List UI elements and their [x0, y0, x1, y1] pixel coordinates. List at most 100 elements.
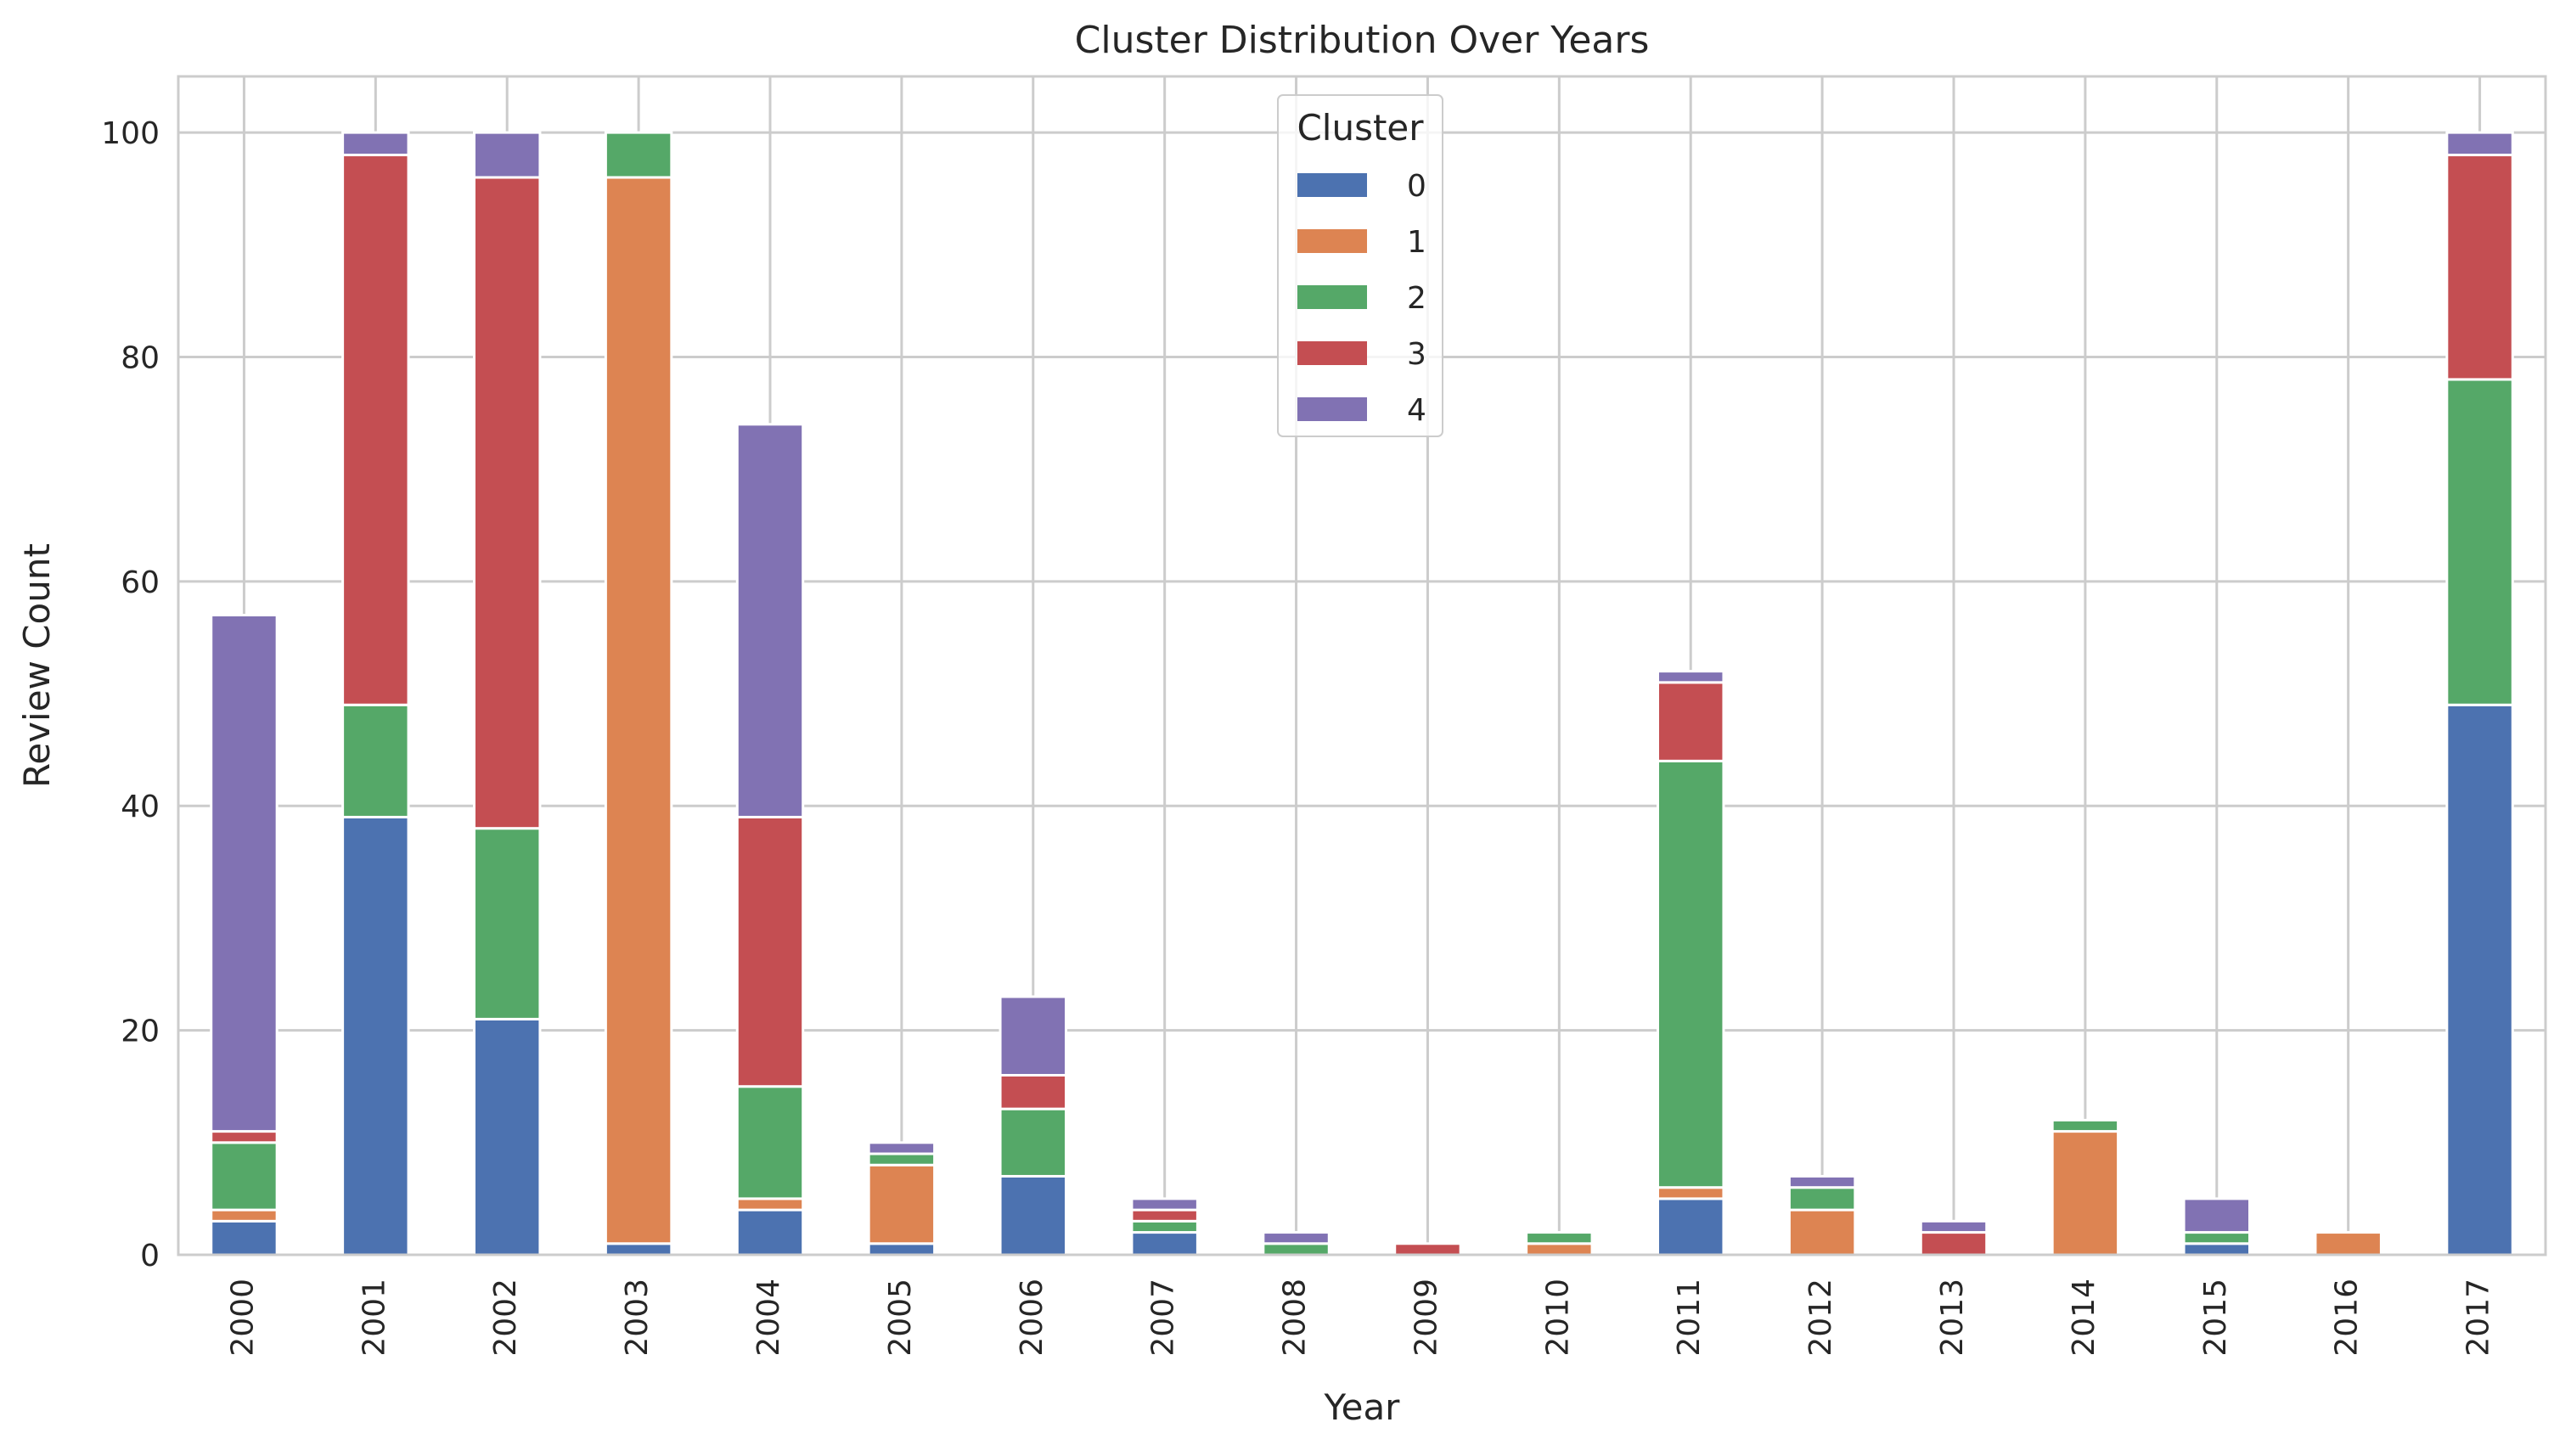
y-tick-label: 40: [121, 790, 160, 824]
chart-title: Cluster Distribution Over Years: [1075, 19, 1650, 62]
x-tick-label: 2015: [2198, 1279, 2233, 1357]
bar-segment: [1657, 670, 1725, 684]
legend-title: Cluster: [1297, 107, 1424, 149]
legend: Cluster 0 1 2 3 4: [1277, 94, 1443, 437]
bar-segment: [1657, 1186, 1725, 1200]
bar-segment: [210, 1208, 278, 1223]
bar-segment: [1262, 1242, 1331, 1256]
x-tick-label: 2017: [2461, 1279, 2496, 1357]
bars: [210, 131, 2514, 1256]
legend-label: 2: [1407, 281, 1426, 316]
bar-segment: [2182, 1231, 2252, 1245]
plot-frame: [177, 75, 2547, 1256]
x-tick-label: 2003: [620, 1279, 655, 1357]
bar-segment: [867, 1242, 937, 1256]
legend-label: 4: [1407, 393, 1426, 428]
bar-segment: [473, 131, 542, 179]
bar-segment: [1657, 1197, 1725, 1256]
y-tick-label: 0: [140, 1239, 160, 1273]
bar-segment: [1787, 1208, 1857, 1256]
bar-segment: [210, 1141, 278, 1211]
bar-segment: [341, 154, 410, 706]
bar-segment: [1262, 1231, 1331, 1245]
bar-segment: [2051, 1130, 2120, 1256]
bar-segment: [604, 176, 673, 1245]
bar-segment: [999, 995, 1067, 1077]
bar-segment: [1130, 1197, 1199, 1211]
bar-segment: [341, 703, 410, 818]
bar-segment: [604, 131, 673, 179]
bar-segment: [867, 1152, 937, 1166]
legend-label: 0: [1407, 169, 1426, 204]
legend-swatch: [1297, 397, 1367, 421]
bar-segment: [735, 423, 805, 818]
bar-segment: [210, 614, 278, 1133]
bar-segment: [210, 1219, 278, 1256]
x-tick-label: 2009: [1409, 1279, 1443, 1357]
bar-segment: [1525, 1242, 1594, 1256]
bar-segment: [2445, 131, 2514, 157]
bar-segment: [210, 1130, 278, 1144]
y-tick-label: 80: [121, 340, 160, 375]
bar-segment: [999, 1174, 1067, 1256]
x-tick-label: 2007: [1146, 1279, 1181, 1357]
x-tick-label: 2008: [1278, 1279, 1313, 1357]
bar-segment: [735, 1208, 805, 1256]
bar-segment: [1393, 1242, 1462, 1256]
bar-segment: [2182, 1197, 2252, 1234]
legend-swatch: [1297, 285, 1367, 309]
bar-segment: [341, 131, 410, 157]
legend-label: 1: [1407, 225, 1426, 260]
x-axis-label: Year: [1324, 1386, 1401, 1428]
bar-segment: [1787, 1174, 1857, 1189]
bar-segment: [1787, 1186, 1857, 1211]
x-tick-label: 2001: [357, 1279, 391, 1357]
x-tick-label: 2000: [225, 1279, 260, 1357]
x-tick-label: 2010: [1540, 1279, 1575, 1357]
x-tick-label: 2016: [2330, 1279, 2365, 1357]
bar-segment: [1919, 1231, 1989, 1256]
bar-segment: [1130, 1208, 1199, 1223]
bar-segment: [999, 1107, 1067, 1178]
bar-segment: [1919, 1219, 1989, 1234]
bar-segment: [604, 1242, 673, 1256]
bar-segment: [1525, 1231, 1594, 1245]
bar-segment: [2051, 1118, 2120, 1133]
bar-segment: [999, 1073, 1067, 1110]
bar-segment: [2445, 378, 2514, 706]
x-tick-label: 2005: [883, 1279, 918, 1357]
y-tick-labels: 0 20 40 60 80 100: [101, 116, 160, 1273]
bar-segment: [2182, 1242, 2252, 1256]
bar-segment: [1130, 1219, 1199, 1234]
bar-segment: [867, 1163, 937, 1245]
bar-segment: [2314, 1231, 2383, 1256]
x-tick-label: 2006: [1015, 1279, 1049, 1357]
x-tick-labels: 2000 2001 2002 2003 2004 2005 2006 2007 2008 2009…: [225, 1279, 2495, 1357]
x-tick-label: 2004: [751, 1279, 786, 1357]
bar-segment: [1657, 681, 1725, 762]
bar-segment: [1657, 759, 1725, 1189]
legend-swatch: [1297, 229, 1367, 253]
x-tick-label: 2011: [1672, 1279, 1707, 1357]
bar-segment: [735, 1197, 805, 1211]
bar-segment: [473, 176, 542, 830]
bar-segment: [2445, 154, 2514, 381]
bar-segment: [1130, 1231, 1199, 1256]
y-tick-label: 60: [121, 565, 160, 600]
legend-entries: 0 1 2 3 4: [1297, 169, 1426, 428]
bar-segment: [341, 815, 410, 1256]
y-axis-label: Review Count: [16, 543, 58, 788]
y-tick-label: 100: [101, 116, 160, 151]
legend-swatch: [1297, 341, 1367, 365]
y-tick-label: 20: [121, 1015, 160, 1049]
bar-segment: [867, 1141, 937, 1155]
bar-segment: [735, 815, 805, 1088]
bar-segment: [473, 827, 542, 1020]
x-tick-label: 2014: [2067, 1279, 2101, 1357]
bar-segment: [735, 1085, 805, 1200]
x-tick-label: 2013: [1935, 1279, 1970, 1357]
legend-label: 3: [1407, 337, 1426, 372]
x-tick-label: 2002: [488, 1279, 523, 1357]
bar-segment: [473, 1017, 542, 1256]
